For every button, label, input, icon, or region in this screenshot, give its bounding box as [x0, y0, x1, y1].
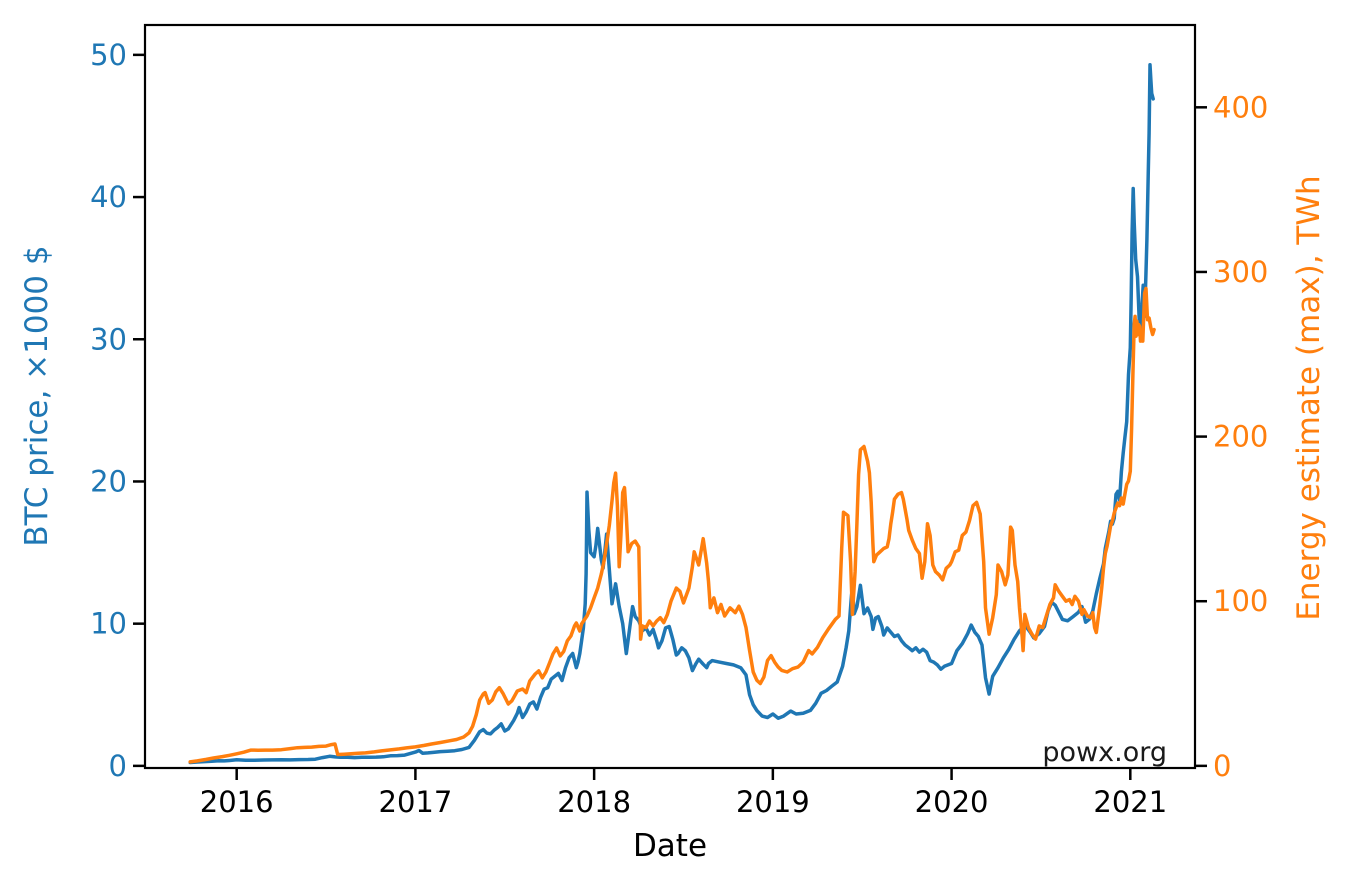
y-left-tick-label: 20	[90, 464, 127, 498]
y-left-axis-tick-labels: 0 10 20 30 40 50	[90, 38, 127, 783]
btc-price-line	[188, 63, 1155, 765]
y-right-tick-label: 200	[1213, 420, 1268, 454]
x-tick-label: 2020	[915, 785, 989, 819]
y-right-axis-label: Energy estimate (max), TWh	[1291, 175, 1327, 620]
watermark: powx.org	[1042, 737, 1167, 768]
y-right-axis-ticks	[1195, 106, 1207, 768]
y-right-tick-label: 100	[1213, 584, 1268, 618]
y-left-tick-label: 40	[90, 180, 127, 214]
y-left-tick-label: 50	[90, 38, 127, 72]
y-left-tick-label: 10	[90, 607, 127, 641]
y-right-axis-tick-labels: 0 100 200 300 400	[1213, 90, 1268, 783]
y-left-axis-ticks	[133, 53, 145, 768]
energy-estimate-line	[188, 286, 1156, 764]
x-tick-label: 2016	[200, 785, 274, 819]
y-right-tick-label: 300	[1213, 255, 1268, 289]
y-right-tick-label: 400	[1213, 90, 1268, 124]
x-axis-ticks	[235, 768, 1132, 780]
y-right-tick-label: 0	[1213, 749, 1231, 783]
x-tick-label: 2017	[379, 785, 453, 819]
plot-border	[143, 23, 1197, 770]
y-left-axis-label: BTC price, ×1000 $	[19, 245, 55, 546]
x-tick-label: 2021	[1093, 785, 1167, 819]
x-tick-label: 2019	[736, 785, 810, 819]
x-axis-tick-labels: 2016 2017 2018 2019 2020 2021	[200, 785, 1167, 819]
x-tick-label: 2018	[557, 785, 631, 819]
y-left-tick-label: 0	[109, 749, 127, 783]
x-axis-label: Date	[633, 828, 707, 864]
y-left-tick-label: 30	[90, 322, 127, 356]
